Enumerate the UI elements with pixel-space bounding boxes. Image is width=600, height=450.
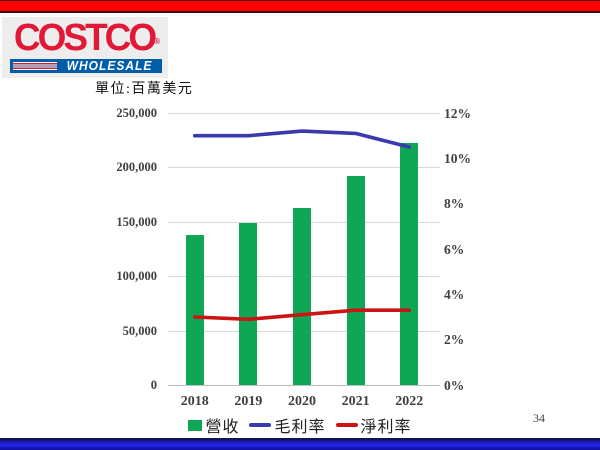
axis-unit-label: 單位:百萬美元 (95, 82, 194, 97)
left-axis-tick-label: 200,000 (116, 160, 157, 175)
legend-item-revenue: 營收 (188, 413, 239, 437)
chart-plot-area (168, 113, 440, 386)
slide-page-number: 34 (533, 411, 545, 425)
legend-item-net-margin: 淨利率 (335, 413, 412, 437)
revenue-bar-2018 (185, 234, 204, 385)
legend-label-revenue: 營收 (205, 419, 240, 436)
right-axis-tick-label: 4% (444, 286, 465, 302)
line-series-layer (192, 129, 411, 322)
left-axis-tick-label: 250,000 (116, 106, 157, 120)
net-margin-line-icon (335, 423, 358, 427)
revenue-swatch-icon (188, 419, 203, 431)
right-axis-tick-label: 6% (444, 241, 465, 257)
bottom-blue-divider (0, 438, 600, 450)
revenue-bar-2020 (293, 207, 311, 385)
wholesale-text: WHOLESALE (66, 58, 153, 74)
category-label-2020: 2020 (288, 394, 316, 409)
gridline (168, 167, 440, 169)
right-axis-tick-label: 2% (444, 332, 465, 348)
left-axis-tick-label: 0 (150, 378, 157, 392)
category-label-2019: 2019 (234, 394, 263, 409)
left-axis-tick-label: 150,000 (116, 214, 157, 229)
legend-label-gross-margin: 毛利率 (274, 419, 326, 436)
x-axis-line (168, 385, 440, 386)
top-red-divider (0, 0, 600, 13)
costco-logo: COSTCO® WHOLESALE (2, 17, 168, 78)
毛利率-line (192, 129, 411, 149)
registered-trademark-symbol: ® (154, 36, 161, 47)
revenue-bar-2021 (346, 176, 365, 385)
right-axis-tick-label: 8% (444, 196, 465, 212)
chart-legend: 營收 毛利率 淨利率 (150, 413, 450, 437)
legend-item-gross-margin: 毛利率 (249, 413, 325, 437)
淨利率-line (192, 308, 411, 322)
costco-brand-text: COSTCO (13, 16, 157, 59)
right-axis-tick-label: 12% (444, 105, 471, 121)
logo-stripes-decoration (13, 61, 57, 71)
left-axis-tick-label: 100,000 (116, 269, 157, 284)
category-label-2022: 2022 (395, 394, 424, 409)
right-axis-tick-label: 0% (444, 377, 465, 393)
left-axis-tick-label: 50,000 (122, 323, 157, 338)
gridline (168, 113, 440, 114)
gross-margin-line-icon (249, 423, 272, 427)
right-axis-tick-label: 10% (444, 150, 471, 166)
costco-logo-wordmark: COSTCO® (9, 16, 165, 59)
category-label-2021: 2021 (341, 394, 370, 409)
revenue-bar-2019 (239, 222, 258, 385)
costco-logo-band: WHOLESALE (10, 59, 162, 73)
legend-label-net-margin: 淨利率 (360, 419, 412, 436)
revenue-bar-2022 (400, 142, 419, 385)
category-label-2018: 2018 (180, 394, 209, 409)
